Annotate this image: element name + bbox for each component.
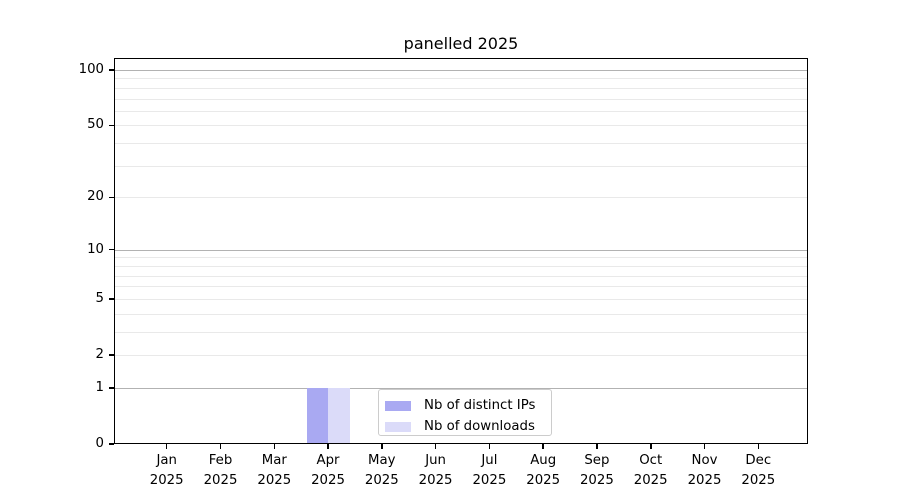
x-tick-label: Jul 2025 [472,453,507,488]
y-tick-mark [109,248,114,251]
minor-gridline [114,165,808,167]
y-tick-label: 2 [95,347,104,362]
x-tick-label: Nov 2025 [687,453,722,488]
legend-label-distinct-ips: Nb of distinct IPs [424,398,536,413]
legend: Nb of distinct IPs Nb of downloads [378,389,552,436]
minor-gridline [114,355,808,356]
legend-swatch-downloads [385,421,411,432]
x-tick-label: Aug 2025 [526,453,561,488]
minor-gridline [114,265,808,267]
y-tick-label: 1 [95,379,104,395]
x-tick-label: Apr 2025 [311,453,345,488]
x-tick-label: Mar 2025 [257,453,292,488]
y-tick-mark [109,196,114,198]
minor-gridline [114,331,808,333]
minor-gridline [114,313,808,315]
bar-nb-of-downloads-apr [328,387,350,444]
x-tick-label: Feb 2025 [203,453,238,488]
legend-item-distinct-ips: Nb of distinct IPs [385,397,551,414]
y-tick-mark [109,69,114,71]
y-tick-mark [109,387,114,389]
major-gridline [114,249,808,251]
y-tick-mark [109,354,114,356]
x-tick-mark [757,444,759,449]
minor-gridline [114,275,808,277]
y-tick-label: 50 [87,117,104,133]
x-tick-label: Sep 2025 [579,453,614,488]
major-gridline [114,387,808,389]
chart-title: panelled 2025 [403,34,519,53]
minor-gridline [114,257,808,259]
x-tick-label: Jun 2025 [418,453,453,488]
x-tick-mark [165,444,168,449]
y-tick-mark [109,298,114,300]
minor-gridline [114,98,808,100]
x-tick-label: Jan 2025 [149,453,184,488]
x-tick-mark [596,444,598,449]
minor-gridline [114,78,808,80]
x-tick-mark [381,444,383,449]
x-tick-label: Oct 2025 [633,453,668,488]
minor-gridline [114,197,808,199]
legend-item-downloads: Nb of downloads [385,418,551,435]
major-gridline [114,70,808,71]
minor-gridline [114,87,808,89]
y-tick-label: 100 [78,62,104,77]
y-tick-label: 10 [87,241,104,257]
x-tick-mark [327,444,329,449]
bar-nb-of-distinct-ips-apr [306,387,328,444]
y-tick-mark [109,443,114,445]
x-tick-mark [488,444,491,449]
minor-gridline [114,143,808,145]
minor-gridline [114,110,808,112]
y-tick-label: 20 [87,189,104,205]
y-tick-label: 5 [95,290,104,306]
legend-label-downloads: Nb of downloads [424,419,535,434]
minor-gridline [114,286,808,288]
x-tick-mark [542,444,544,449]
x-tick-mark [219,444,222,449]
plot-area [114,58,808,444]
x-tick-mark [650,444,652,449]
x-tick-mark [434,444,437,449]
x-tick-mark [703,444,706,449]
x-tick-label: Dec 2025 [741,453,776,488]
minor-gridline [114,125,808,127]
y-tick-mark [109,124,114,127]
x-tick-mark [273,444,275,449]
legend-swatch-distinct-ips [385,400,411,411]
y-tick-label: 0 [95,436,104,451]
x-tick-label: May 2025 [364,453,399,488]
minor-gridline [114,298,808,300]
